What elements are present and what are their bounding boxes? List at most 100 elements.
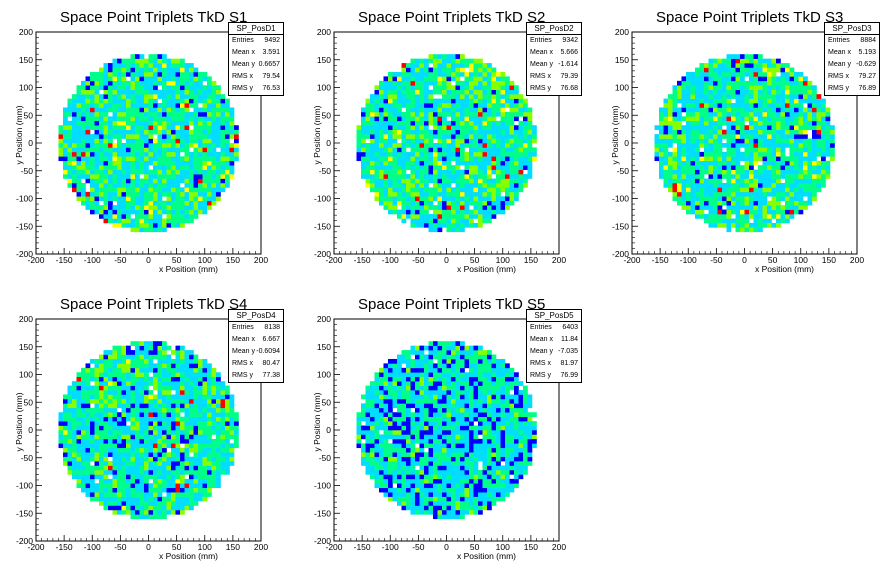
heatmap-cell xyxy=(166,120,172,126)
heatmap-cell xyxy=(437,165,443,170)
heatmap-cell xyxy=(672,107,678,113)
heatmap-cell xyxy=(460,63,465,68)
heatmap-cell xyxy=(825,120,831,126)
heatmap-cell xyxy=(433,178,438,184)
heatmap-cell xyxy=(99,80,104,86)
heatmap-cell xyxy=(451,129,456,135)
heatmap-cell xyxy=(112,447,118,453)
heatmap-cell xyxy=(690,111,696,117)
heatmap-cell xyxy=(672,156,678,162)
heatmap-cell xyxy=(523,147,528,153)
heatmap-cell xyxy=(144,501,149,506)
heatmap-cell xyxy=(785,205,790,210)
heatmap-cell xyxy=(478,67,483,73)
heatmap-cell xyxy=(740,76,745,82)
heatmap-cell xyxy=(72,390,77,395)
heatmap-cell xyxy=(807,111,813,117)
heatmap-cell xyxy=(428,80,434,86)
heatmap-cell xyxy=(464,85,470,91)
heatmap-cell xyxy=(704,178,709,184)
heatmap-cell xyxy=(785,187,790,193)
stats-label: RMS x xyxy=(530,73,551,80)
heatmap-cell xyxy=(509,116,515,122)
heatmap-cell xyxy=(211,200,217,206)
heatmap-cell xyxy=(108,205,113,210)
heatmap-cell xyxy=(442,165,447,170)
heatmap-cell xyxy=(410,89,416,95)
heatmap-cell xyxy=(392,156,398,162)
heatmap-cell xyxy=(686,151,691,157)
heatmap-cell xyxy=(162,103,167,108)
heatmap-cell xyxy=(397,85,402,91)
heatmap-cell xyxy=(464,156,470,162)
heatmap-cell xyxy=(789,156,795,162)
heatmap-cell xyxy=(180,94,185,99)
heatmap-cell xyxy=(121,421,127,426)
heatmap-cell xyxy=(749,143,754,148)
heatmap-cell xyxy=(681,169,687,175)
heatmap-cell xyxy=(180,200,185,206)
heatmap-cell xyxy=(85,483,91,489)
heatmap-cell xyxy=(139,94,145,99)
heatmap-cell xyxy=(388,174,393,179)
heatmap-cell xyxy=(726,129,732,135)
heatmap-cell xyxy=(153,345,158,351)
heatmap-cell xyxy=(117,178,122,184)
heatmap-cell xyxy=(374,178,380,184)
heatmap-cell xyxy=(103,412,109,417)
heatmap-cell xyxy=(126,509,131,515)
heatmap-cell xyxy=(121,160,127,166)
heatmap-cell xyxy=(171,200,176,206)
heatmap-cell xyxy=(148,134,154,139)
heatmap-cell xyxy=(193,85,199,91)
heatmap-cell xyxy=(410,196,416,202)
heatmap-cell xyxy=(388,116,393,122)
heatmap-cell xyxy=(668,138,673,144)
stats-row-entries: Entries 8884 xyxy=(825,35,879,47)
heatmap-cell xyxy=(821,160,826,166)
heatmap-cell xyxy=(446,196,452,202)
heatmap-cell xyxy=(135,478,140,484)
heatmap-cell xyxy=(90,196,95,202)
heatmap-cell xyxy=(175,403,181,409)
heatmap-cell xyxy=(708,209,714,215)
heatmap-cell xyxy=(785,214,790,219)
heatmap-cell xyxy=(681,156,687,162)
heatmap-cell xyxy=(144,358,149,364)
heatmap-cell xyxy=(758,80,763,86)
heatmap-cell xyxy=(424,182,429,188)
heatmap-cell xyxy=(406,209,411,215)
heatmap-cell xyxy=(162,63,167,68)
histogram-panel-s1: Space Point Triplets TkD S1 -200 -150 -100-… xyxy=(0,0,298,287)
heatmap-cell xyxy=(699,160,705,166)
heatmap-cell xyxy=(130,465,136,471)
heatmap-cell xyxy=(180,372,185,378)
heatmap-cell xyxy=(798,76,804,82)
heatmap-cell xyxy=(130,103,136,108)
heatmap-cell xyxy=(762,222,768,228)
heatmap-cell xyxy=(184,89,190,95)
heatmap-cell xyxy=(722,85,727,91)
heatmap-cell xyxy=(798,116,804,122)
heatmap-cell xyxy=(713,160,718,166)
heatmap-cell xyxy=(144,452,149,457)
heatmap-cell xyxy=(130,107,136,113)
heatmap-cell xyxy=(455,178,461,184)
heatmap-cell xyxy=(388,125,393,130)
heatmap-cell xyxy=(157,434,163,440)
heatmap-cell xyxy=(94,403,100,409)
heatmap-cell xyxy=(830,147,835,153)
heatmap-cell xyxy=(686,76,691,82)
heatmap-cell xyxy=(171,178,176,184)
heatmap-cell xyxy=(713,85,718,91)
heatmap-cell xyxy=(148,416,154,422)
heatmap-cell xyxy=(189,76,194,82)
heatmap-cell xyxy=(460,80,465,86)
heatmap-cell xyxy=(108,434,113,440)
heatmap-cell xyxy=(708,196,714,202)
heatmap-cell xyxy=(157,165,163,170)
heatmap-cell xyxy=(731,120,736,126)
heatmap-cell xyxy=(148,120,154,126)
heatmap-cell xyxy=(162,200,167,206)
heatmap-cell xyxy=(415,80,420,86)
